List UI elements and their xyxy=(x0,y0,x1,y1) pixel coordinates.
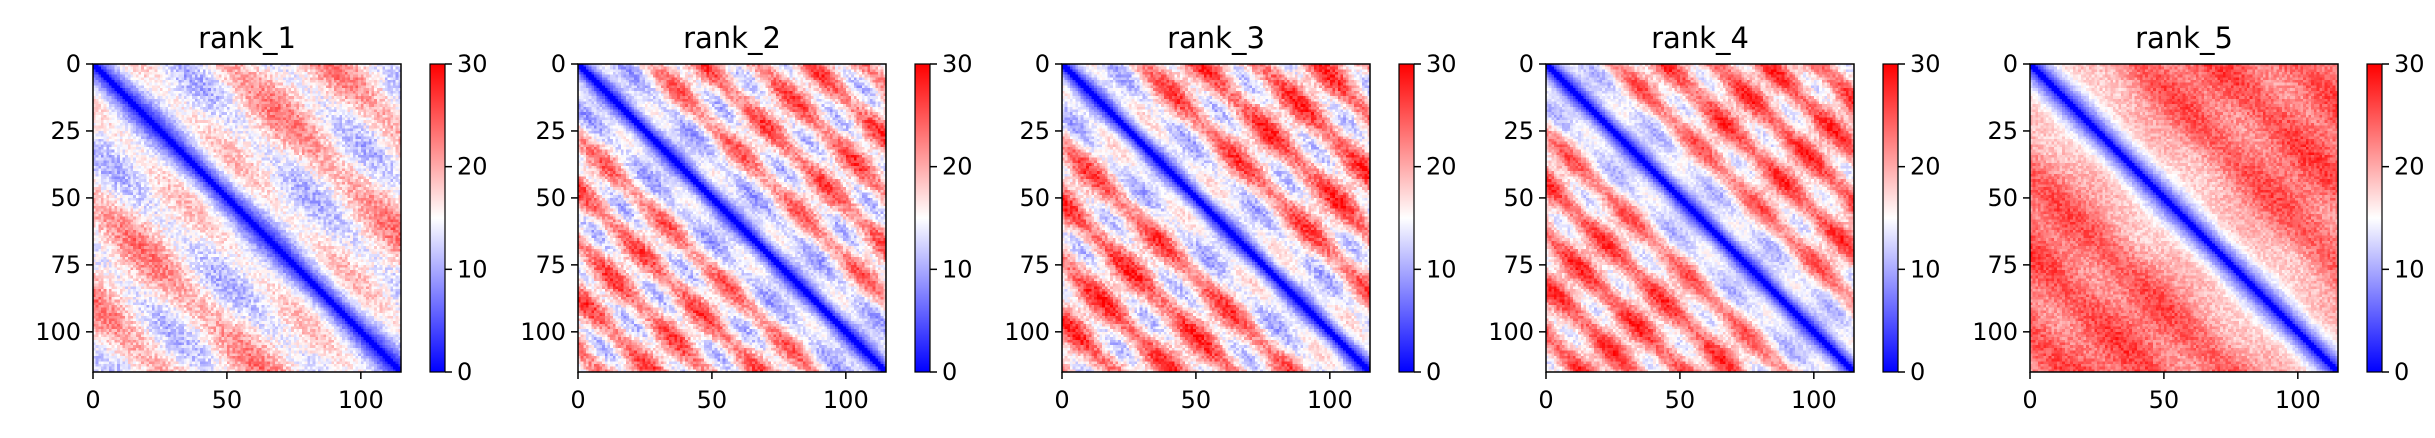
y-tick-label: 50 xyxy=(1987,184,2018,212)
x-tick-label: 50 xyxy=(1665,386,1696,414)
colorbar xyxy=(1882,63,1899,373)
y-tick-label: 0 xyxy=(551,50,566,78)
colorbar xyxy=(429,63,446,373)
y-tick-label: 100 xyxy=(1004,318,1050,346)
x-tick-label: 50 xyxy=(2149,386,2180,414)
heatmap-panel-4: rank_4 0 50 100 0 25 50 75 100 0 10 20 30 xyxy=(1488,21,1940,414)
heatmap-panel-3: rank_3 0 50 100 0 25 50 75 100 0 10 20 30 xyxy=(1004,21,1456,414)
y-tick-label: 75 xyxy=(1503,251,1534,279)
y-tick-label: 50 xyxy=(1503,184,1534,212)
colorbar-tick-label: 20 xyxy=(1910,153,1941,181)
chart-title: rank_1 xyxy=(198,21,296,55)
heatmap-panel-2: rank_2 0 50 100 0 25 50 75 100 0 10 20 30 xyxy=(520,21,972,414)
x-tick-label: 0 xyxy=(1054,386,1069,414)
x-tick-label: 100 xyxy=(2275,386,2321,414)
colorbar-tick-label: 30 xyxy=(1910,50,1941,78)
axes-frame xyxy=(577,63,887,373)
colorbar-tick-label: 20 xyxy=(457,153,488,181)
colorbar-tick-label: 0 xyxy=(2394,358,2409,386)
chart-title: rank_2 xyxy=(683,21,781,55)
y-tick-label: 25 xyxy=(50,117,81,145)
heatmap-image xyxy=(1546,64,1854,372)
y-tick-label: 0 xyxy=(1519,50,1534,78)
colorbar-tick-label: 20 xyxy=(942,153,973,181)
y-tick-label: 75 xyxy=(1019,251,1050,279)
y-tick-label: 50 xyxy=(50,184,81,212)
x-tick-label: 0 xyxy=(570,386,585,414)
colorbar-tick-label: 10 xyxy=(1910,255,1941,283)
heatmap-image xyxy=(2030,64,2338,372)
colorbar-tick-label: 10 xyxy=(942,255,973,283)
chart-title: rank_3 xyxy=(1167,21,1265,55)
x-tick-label: 0 xyxy=(2022,386,2037,414)
colorbar-tick-label: 0 xyxy=(942,358,957,386)
axes-frame xyxy=(2029,63,2339,373)
x-tick-label: 50 xyxy=(212,386,243,414)
y-tick-label: 0 xyxy=(2003,50,2018,78)
y-tick-label: 75 xyxy=(535,251,566,279)
y-tick-label: 50 xyxy=(535,184,566,212)
y-tick-label: 0 xyxy=(66,50,81,78)
x-tick-label: 100 xyxy=(338,386,384,414)
y-tick-label: 50 xyxy=(1019,184,1050,212)
colorbar-tick-label: 0 xyxy=(1910,358,1925,386)
heatmap-image xyxy=(1062,64,1370,372)
heatmap-panel-5: rank_5 0 50 100 0 25 50 75 100 0 10 20 30 xyxy=(1972,21,2424,414)
colorbar-tick-label: 20 xyxy=(1426,153,1457,181)
x-tick-label: 50 xyxy=(697,386,728,414)
x-tick-label: 0 xyxy=(85,386,100,414)
colorbar-tick-label: 10 xyxy=(2394,255,2425,283)
y-tick-label: 75 xyxy=(50,251,81,279)
y-tick-label: 25 xyxy=(1503,117,1534,145)
x-tick-label: 100 xyxy=(1791,386,1837,414)
y-tick-label: 25 xyxy=(1987,117,2018,145)
colorbar-tick-label: 10 xyxy=(1426,255,1457,283)
heatmap-panel-1: rank_1 0 50 100 0 25 50 75 100 0 10 20 30 xyxy=(35,21,487,414)
axes-frame xyxy=(1545,63,1855,373)
colorbar xyxy=(1398,63,1415,373)
x-tick-label: 0 xyxy=(1538,386,1553,414)
y-tick-label: 100 xyxy=(35,318,81,346)
chart-title: rank_5 xyxy=(2135,21,2233,55)
chart-title: rank_4 xyxy=(1651,21,1749,55)
x-tick-label: 100 xyxy=(1307,386,1353,414)
y-tick-label: 100 xyxy=(1488,318,1534,346)
axes-frame xyxy=(1061,63,1371,373)
y-tick-label: 100 xyxy=(520,318,566,346)
colorbar-tick-label: 30 xyxy=(1426,50,1457,78)
heatmap-image xyxy=(578,64,886,372)
colorbar xyxy=(2366,63,2383,373)
colorbar-tick-label: 30 xyxy=(457,50,488,78)
y-tick-label: 0 xyxy=(1035,50,1050,78)
y-tick-label: 25 xyxy=(535,117,566,145)
y-tick-label: 25 xyxy=(1019,117,1050,145)
y-tick-label: 100 xyxy=(1972,318,2018,346)
colorbar-tick-label: 0 xyxy=(1426,358,1441,386)
colorbar-tick-label: 20 xyxy=(2394,153,2425,181)
axes-frame xyxy=(92,63,402,373)
x-tick-label: 50 xyxy=(1181,386,1212,414)
colorbar-tick-label: 0 xyxy=(457,358,472,386)
x-tick-label: 100 xyxy=(823,386,869,414)
y-tick-label: 75 xyxy=(1987,251,2018,279)
colorbar-tick-label: 30 xyxy=(2394,50,2425,78)
heatmap-image xyxy=(93,64,401,372)
colorbar xyxy=(914,63,931,373)
colorbar-tick-label: 10 xyxy=(457,255,488,283)
colorbar-tick-label: 30 xyxy=(942,50,973,78)
